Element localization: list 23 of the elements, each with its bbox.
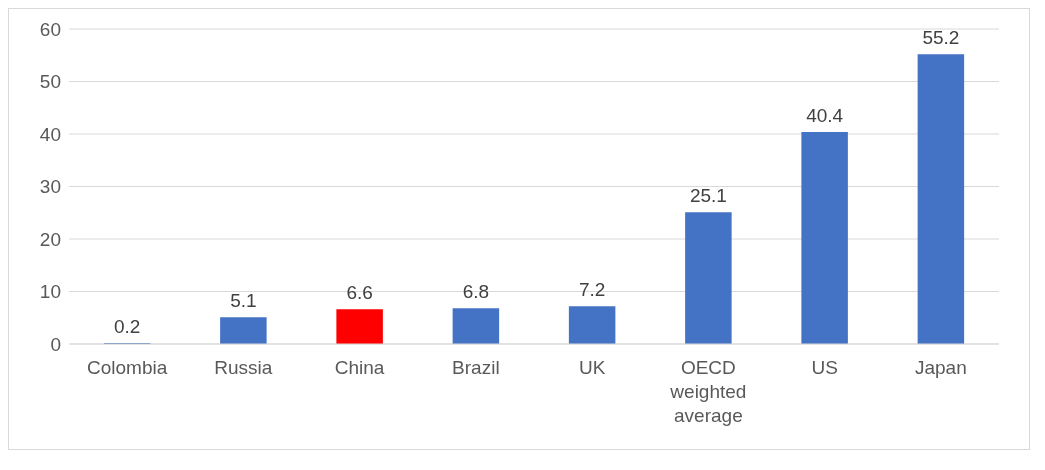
x-tick-label: Russia	[214, 357, 273, 378]
y-tick-label: 10	[39, 281, 61, 303]
data-label: 0.2	[113, 315, 141, 337]
x-tick-label: OECD weighted average	[669, 357, 747, 426]
data-label: 7.2	[578, 279, 606, 301]
x-tick-label: Colombia	[86, 357, 168, 378]
data-label: 55.2	[922, 27, 960, 49]
x-tick-label: Japan	[914, 357, 967, 378]
x-tick-label: UK	[578, 357, 606, 378]
y-tick-label: 20	[39, 228, 61, 250]
y-tick-label: 30	[39, 176, 61, 198]
x-tick-label: Brazil	[452, 357, 500, 378]
y-tick-label: 60	[39, 18, 61, 40]
data-label: 6.6	[346, 282, 373, 304]
data-label: 5.1	[230, 290, 257, 312]
data-label: 6.8	[462, 281, 490, 303]
y-tick-label: 40	[39, 123, 61, 145]
data-label: 40.4	[806, 104, 844, 126]
x-tick-label: US	[811, 357, 838, 378]
x-tick-label: China	[334, 357, 385, 378]
data-label: 25.1	[689, 185, 727, 207]
y-tick-label: 0	[50, 333, 61, 355]
y-tick-label: 50	[39, 71, 61, 93]
